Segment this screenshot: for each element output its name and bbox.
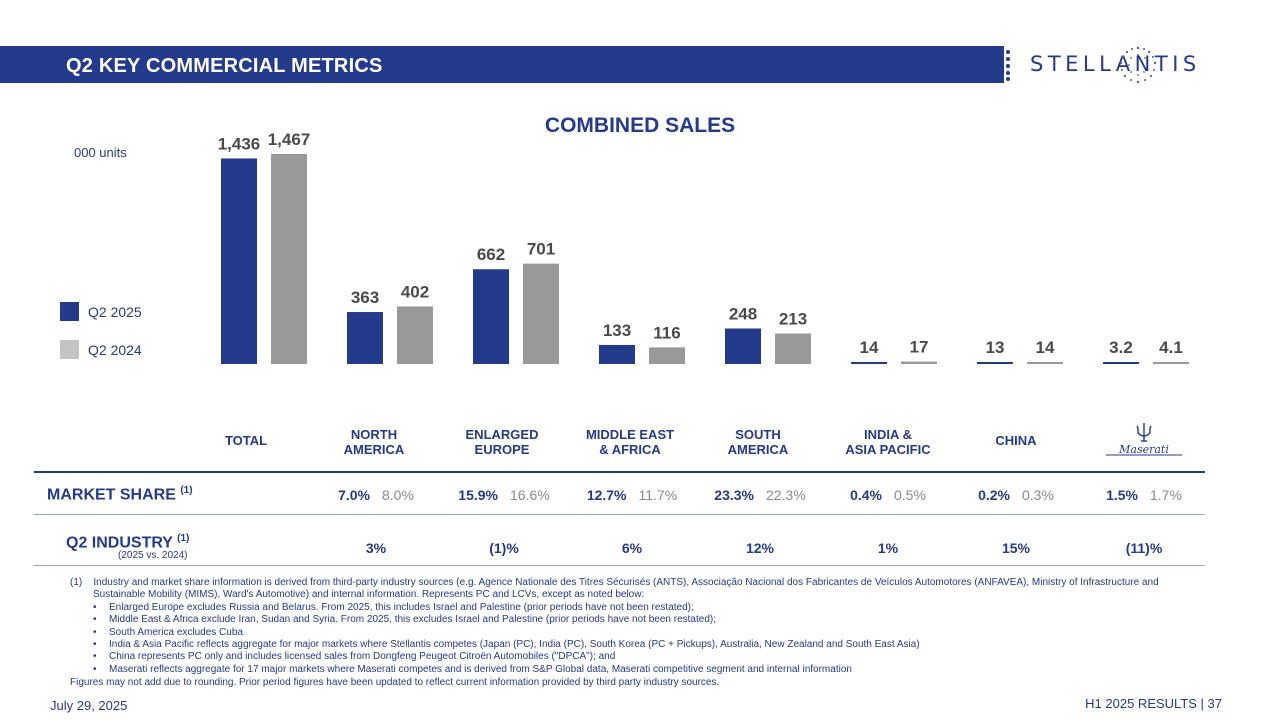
data-label-north-america-q2-2024: 402 xyxy=(401,282,429,301)
category-label-china: CHINA xyxy=(995,433,1037,448)
bar-india-asia-pacific-q2-2024 xyxy=(901,361,937,364)
bar-china-q2-2025 xyxy=(977,362,1013,364)
bar-enlarged-europe-q2-2024 xyxy=(523,263,559,364)
category-label-south-america: SOUTH AMERICA xyxy=(727,427,789,457)
industry-south-america: 12% xyxy=(745,540,775,556)
page-title: Q2 KEY COMMERCIAL METRICS xyxy=(66,55,383,77)
industry-middle-east-africa: 6% xyxy=(621,540,643,556)
data-label-maserati-q2-2024: 4.1 xyxy=(1159,338,1183,357)
market-share-maserati: 1.5% 1.7% xyxy=(1106,487,1182,503)
bar-south-america-q2-2024 xyxy=(775,333,811,364)
legend-swatch-q2-2024 xyxy=(60,340,79,359)
footnote-bullet: India & Asia Pacific reflects aggregate … xyxy=(93,639,1210,652)
market-share-middle-east-africa: 12.7% 11.7% xyxy=(586,487,678,503)
data-label-enlarged-europe-q2-2024: 701 xyxy=(527,240,555,259)
data-label-enlarged-europe-q2-2025: 662 xyxy=(477,245,505,264)
legend-item-q2-2024: Q2 2024 xyxy=(60,340,142,359)
data-label-china-q2-2024: 14 xyxy=(1036,338,1055,357)
data-label-south-america-q2-2024: 213 xyxy=(779,310,807,329)
table-divider-middle xyxy=(34,514,1205,515)
bar-total-q2-2025 xyxy=(221,158,257,364)
bar-india-asia-pacific-q2-2025 xyxy=(851,361,887,364)
bar-maserati-q2-2025 xyxy=(1103,362,1139,364)
bar-north-america-q2-2025 xyxy=(347,312,383,364)
maserati-logo: Maserati xyxy=(1106,423,1182,456)
legend-item-q2-2025: Q2 2025 xyxy=(60,302,142,321)
table-divider-top xyxy=(34,471,1205,473)
data-label-india-asia-pacific-q2-2024: 17 xyxy=(910,338,929,357)
data-label-middle-east-africa-q2-2024: 116 xyxy=(653,323,680,342)
industry-maserati: (11)% xyxy=(1125,540,1163,556)
data-label-china-q2-2025: 13 xyxy=(986,338,1005,357)
industry-china: 15% xyxy=(1001,540,1031,556)
market-share-china: 0.2% 0.3% xyxy=(978,487,1054,503)
footnote-bullet: Maserati reflects aggregate for 17 major… xyxy=(93,664,1210,677)
bar-total-q2-2024 xyxy=(271,154,307,364)
industry-india-asia-pacific: 1% xyxy=(877,540,899,556)
market-share-enlarged-europe: 15.9% 16.6% xyxy=(458,487,550,503)
legend-label: Q2 2024 xyxy=(88,341,142,358)
category-label-india-asia-pacific: INDIA & ASIA PACIFIC xyxy=(845,427,931,457)
bar-middle-east-africa-q2-2024 xyxy=(649,347,685,364)
market-share-title: MARKET SHARE (1) xyxy=(47,485,193,504)
data-label-total-q2-2025: 1,436 xyxy=(218,134,261,153)
footnote-bullet: China represents PC only and includes li… xyxy=(93,651,1210,664)
combined-sales-chart: 1,436 1,467 363 402 662 701 133 116 248 213 14 17 13… xyxy=(218,130,1189,364)
market-share-south-america: 23.3% 22.3% xyxy=(714,487,806,503)
data-label-middle-east-africa-q2-2025: 133 xyxy=(603,321,631,340)
category-label-north-america: NORTH AMERICA xyxy=(343,427,405,457)
stellantis-logo-text: STELLANTIS xyxy=(1030,52,1201,76)
bar-enlarged-europe-q2-2025 xyxy=(473,269,509,364)
data-label-total-q2-2024: 1,467 xyxy=(268,130,311,149)
category-label-total: TOTAL xyxy=(224,433,268,448)
footnote-end: Figures may not add due to rounding. Pri… xyxy=(70,677,720,689)
market-share-north-america: 7.0% 8.0% xyxy=(338,487,414,503)
stellantis-dots-icon xyxy=(1000,50,1010,81)
data-label-north-america-q2-2025: 363 xyxy=(351,288,379,307)
footnote-bullets: Enlarged Europe excludes Russia and Bela… xyxy=(70,602,1210,677)
bar-china-q2-2024 xyxy=(1027,361,1063,364)
bar-maserati-q2-2024 xyxy=(1153,362,1189,364)
footnote-bullet: South America excludes Cuba xyxy=(93,627,1210,640)
stellantis-star-icon xyxy=(1119,46,1157,84)
legend-label: Q2 2025 xyxy=(88,303,142,320)
industry-enlarged-europe: (1)% xyxy=(489,540,519,556)
footer-date: July 29, 2025 xyxy=(50,698,128,713)
market-share-india-asia-pacific: 0.4% 0.5% xyxy=(850,487,926,503)
chart-title: COMBINED SALES xyxy=(544,114,736,137)
data-label-south-america-q2-2025: 248 xyxy=(729,304,757,323)
footnote-bullet: Enlarged Europe excludes Russia and Bela… xyxy=(93,602,1210,615)
footnotes: (1) Industry and market share informatio… xyxy=(70,577,1210,690)
data-label-india-asia-pacific-q2-2025: 14 xyxy=(860,338,879,357)
footer-page-ref: H1 2025 RESULTS | 37 xyxy=(1085,696,1222,711)
footnote-main: (1) Industry and market share informatio… xyxy=(70,577,1159,601)
bar-south-america-q2-2025 xyxy=(725,328,761,364)
header-bar xyxy=(0,46,1004,83)
legend-swatch-q2-2025 xyxy=(60,302,79,321)
industry-north-america: 3% xyxy=(365,540,387,556)
bar-north-america-q2-2024 xyxy=(397,306,433,364)
svg-text:Maserati: Maserati xyxy=(1118,443,1169,456)
bar-middle-east-africa-q2-2025 xyxy=(599,344,635,364)
category-label-middle-east-africa: MIDDLE EAST & AFRICA xyxy=(585,427,675,457)
industry-subtitle: (2025 vs. 2024) xyxy=(118,550,188,561)
industry-title: Q2 INDUSTRY (1) xyxy=(66,533,190,552)
footnote-bullet: Middle East & Africa exclude Iran, Sudan… xyxy=(93,614,1210,627)
units-label: 000 units xyxy=(74,145,127,160)
data-label-maserati-q2-2025: 3.2 xyxy=(1109,338,1133,357)
table-divider-bottom xyxy=(34,565,1205,566)
category-label-enlarged-europe: ENLARGED EUROPE xyxy=(465,427,539,457)
